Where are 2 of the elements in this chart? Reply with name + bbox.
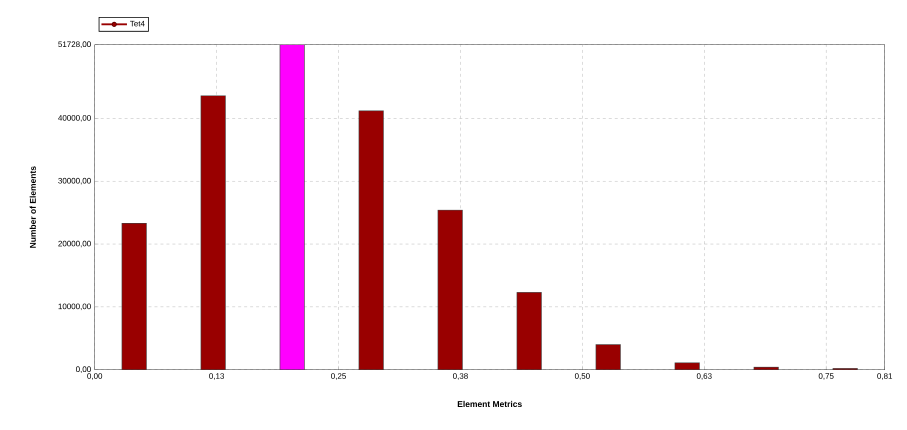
x-axis-title: Element Metrics (458, 400, 522, 408)
y-axis-title: Number of Elements (30, 166, 36, 248)
